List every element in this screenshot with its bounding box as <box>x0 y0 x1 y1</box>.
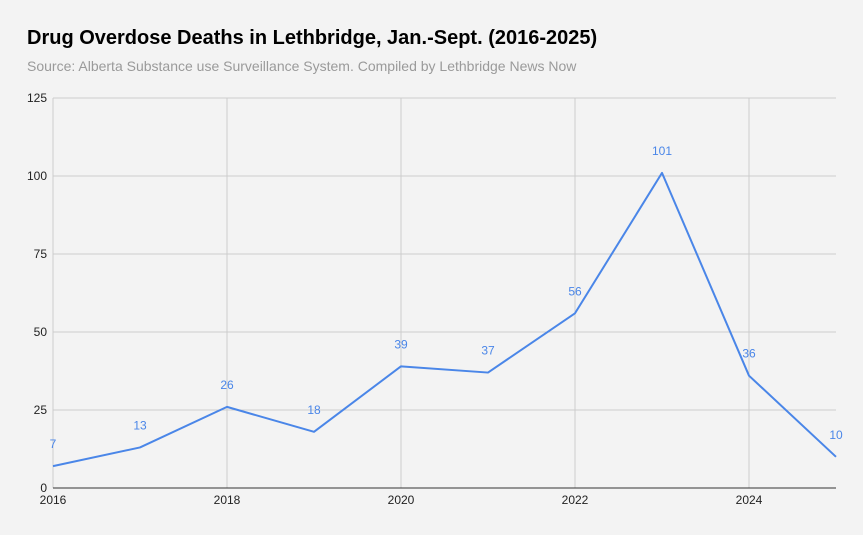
x-tick-label: 2022 <box>562 493 589 507</box>
data-label: 39 <box>394 337 408 351</box>
data-label: 13 <box>133 418 147 432</box>
x-tick-label: 2024 <box>736 493 763 507</box>
y-tick-label: 25 <box>34 403 48 417</box>
data-label: 7 <box>50 437 57 451</box>
y-tick-label: 50 <box>34 325 48 339</box>
y-tick-label: 125 <box>27 91 47 105</box>
chart-subtitle: Source: Alberta Substance use Surveillan… <box>27 58 577 74</box>
data-label: 26 <box>220 378 234 392</box>
data-label: 37 <box>481 344 495 358</box>
data-label: 56 <box>568 284 582 298</box>
data-label: 18 <box>307 403 321 417</box>
data-label: 101 <box>652 144 672 158</box>
y-tick-label: 75 <box>34 247 48 261</box>
chart-title: Drug Overdose Deaths in Lethbridge, Jan.… <box>27 27 598 49</box>
y-tick-label: 0 <box>40 481 47 495</box>
series-line <box>52 171 837 468</box>
x-tick-label: 2018 <box>214 493 241 507</box>
data-label: 10 <box>829 428 843 442</box>
x-tick-label: 2016 <box>40 493 67 507</box>
x-tick-label: 2020 <box>388 493 415 507</box>
y-tick-label: 100 <box>27 169 47 183</box>
data-label: 36 <box>742 347 756 361</box>
